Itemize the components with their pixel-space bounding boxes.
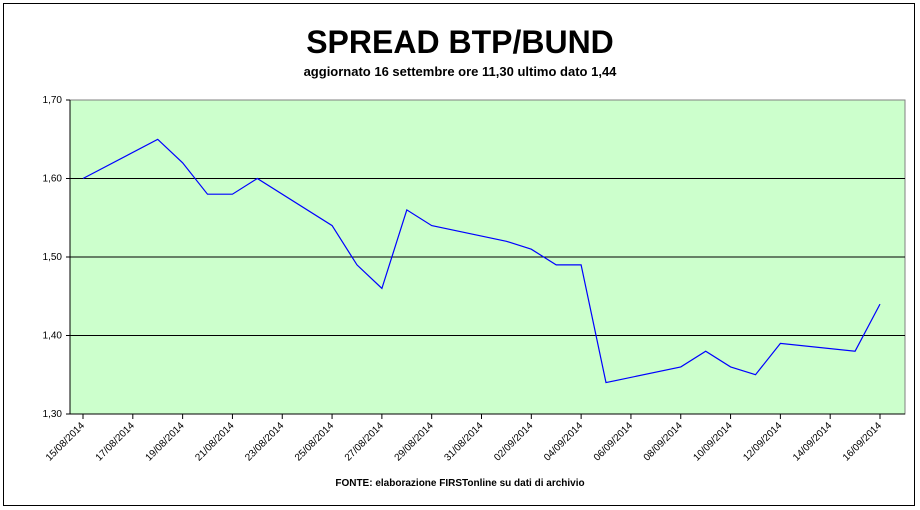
x-tick-label: 25/08/2014 bbox=[293, 420, 336, 463]
x-tick-label: 31/08/2014 bbox=[442, 420, 485, 463]
x-tick-label: 23/08/2014 bbox=[243, 420, 286, 463]
x-tick-label: 19/08/2014 bbox=[144, 420, 187, 463]
x-tick-label: 12/09/2014 bbox=[741, 420, 784, 463]
chart-source: FONTE: elaborazione FIRSTonline su dati … bbox=[335, 478, 585, 489]
y-tick-label: 1,40 bbox=[43, 331, 63, 342]
x-tick-label: 15/08/2014 bbox=[44, 420, 87, 463]
x-tick-label: 06/09/2014 bbox=[592, 420, 635, 463]
y-tick-label: 1,70 bbox=[43, 95, 63, 106]
x-tick-label: 17/08/2014 bbox=[94, 420, 137, 463]
series-line bbox=[82, 138, 881, 384]
x-tick-label: 21/08/2014 bbox=[193, 420, 236, 463]
chart-title: SPREAD BTP/BUND bbox=[306, 24, 614, 60]
x-tick-label: 27/08/2014 bbox=[343, 420, 386, 463]
x-tick-label: 04/09/2014 bbox=[542, 420, 585, 463]
y-tick-label: 1,30 bbox=[43, 409, 63, 420]
x-tick-label: 02/09/2014 bbox=[492, 420, 535, 463]
y-tick-label: 1,60 bbox=[43, 174, 63, 185]
x-tick-label: 08/09/2014 bbox=[642, 420, 685, 463]
x-tick-label: 14/09/2014 bbox=[791, 420, 834, 463]
x-tick-label: 16/09/2014 bbox=[841, 420, 884, 463]
x-tick-label: 10/09/2014 bbox=[692, 420, 735, 463]
chart-subtitle: aggiornato 16 settembre ore 11,30 ultimo… bbox=[303, 64, 617, 79]
y-tick-label: 1,50 bbox=[43, 252, 63, 263]
x-tick-label: 29/08/2014 bbox=[393, 420, 436, 463]
